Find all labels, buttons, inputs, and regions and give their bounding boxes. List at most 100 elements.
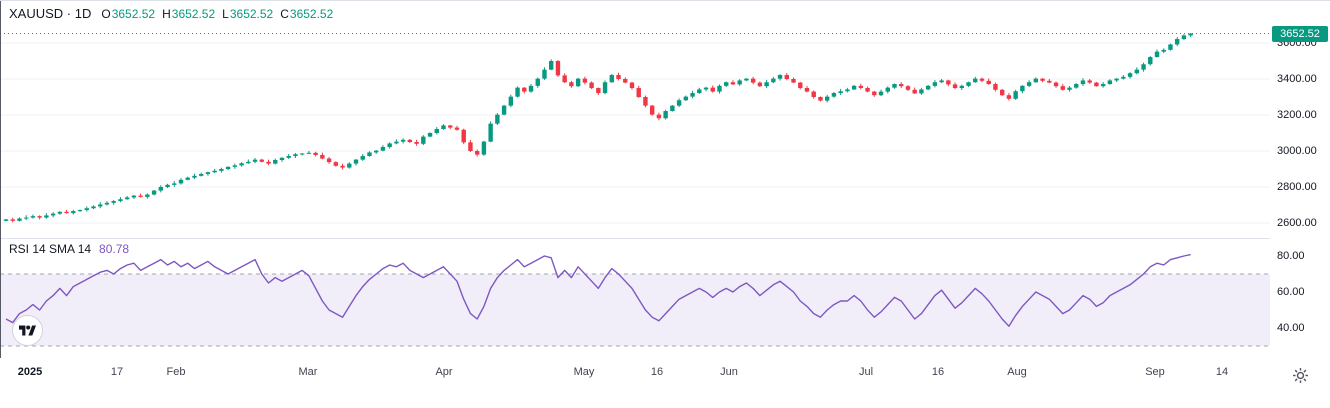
candle[interactable] bbox=[474, 149, 480, 157]
candle[interactable] bbox=[1134, 67, 1140, 75]
price-pane[interactable]: XAUUSD · 1D O 3652.52 H 3652.52 L 3652.52 C 365… bbox=[0, 1, 1270, 238]
candle[interactable] bbox=[421, 135, 426, 146]
candle[interactable] bbox=[865, 86, 870, 93]
candle[interactable] bbox=[77, 209, 83, 212]
candle[interactable] bbox=[495, 113, 500, 126]
candle[interactable] bbox=[872, 90, 877, 97]
candle[interactable] bbox=[676, 98, 682, 108]
candle[interactable] bbox=[1114, 78, 1119, 83]
candle[interactable] bbox=[340, 163, 345, 170]
candle[interactable] bbox=[1148, 56, 1153, 66]
candle[interactable] bbox=[804, 86, 810, 93]
candle[interactable] bbox=[434, 127, 439, 135]
candle[interactable] bbox=[367, 151, 372, 157]
candle[interactable] bbox=[831, 91, 837, 98]
candle[interactable] bbox=[966, 81, 971, 88]
candle[interactable] bbox=[481, 140, 487, 156]
candle[interactable] bbox=[1094, 81, 1099, 87]
candle[interactable] bbox=[858, 83, 864, 90]
candle[interactable] bbox=[993, 82, 998, 92]
candle[interactable] bbox=[522, 87, 527, 94]
candle[interactable] bbox=[629, 81, 635, 90]
symbol-title[interactable]: XAUUSD · 1D bbox=[9, 6, 92, 21]
candle[interactable] bbox=[932, 80, 938, 88]
candle[interactable] bbox=[3, 218, 9, 222]
candle[interactable] bbox=[192, 173, 197, 180]
candle[interactable] bbox=[1161, 48, 1166, 54]
candle[interactable] bbox=[1074, 83, 1079, 89]
candle[interactable] bbox=[50, 212, 56, 218]
candle[interactable] bbox=[1006, 93, 1012, 101]
candle[interactable] bbox=[111, 200, 116, 205]
candle[interactable] bbox=[98, 202, 103, 209]
candle[interactable] bbox=[582, 76, 588, 85]
candle[interactable] bbox=[973, 76, 978, 83]
candle[interactable] bbox=[23, 215, 29, 221]
candle[interactable] bbox=[37, 215, 42, 220]
candle[interactable] bbox=[979, 77, 985, 83]
candle[interactable] bbox=[1154, 49, 1160, 58]
candle[interactable] bbox=[1067, 86, 1072, 92]
candle[interactable] bbox=[952, 82, 958, 90]
candle[interactable] bbox=[818, 96, 823, 102]
candle[interactable] bbox=[17, 217, 22, 222]
candle[interactable] bbox=[57, 211, 63, 215]
rsi-pane[interactable]: RSI 14 SMA 14 80.78 bbox=[0, 238, 1270, 358]
candle[interactable] bbox=[542, 67, 547, 80]
candle[interactable] bbox=[946, 79, 951, 87]
candle[interactable] bbox=[623, 77, 628, 84]
candle[interactable] bbox=[306, 151, 312, 155]
candle[interactable] bbox=[347, 162, 352, 169]
candle[interactable] bbox=[131, 194, 137, 199]
candle[interactable] bbox=[575, 77, 581, 88]
candle[interactable] bbox=[252, 158, 258, 164]
candle[interactable] bbox=[286, 154, 291, 159]
candle[interactable] bbox=[124, 196, 130, 200]
candle[interactable] bbox=[811, 90, 816, 99]
candle[interactable] bbox=[569, 80, 574, 88]
candle[interactable] bbox=[266, 159, 271, 166]
candle[interactable] bbox=[30, 214, 36, 219]
candle[interactable] bbox=[899, 82, 904, 89]
candle[interactable] bbox=[461, 128, 466, 145]
candle[interactable] bbox=[198, 172, 204, 177]
candle[interactable] bbox=[596, 87, 601, 96]
candle[interactable] bbox=[239, 162, 244, 167]
candle[interactable] bbox=[441, 124, 446, 130]
candle[interactable] bbox=[670, 105, 675, 112]
candle[interactable] bbox=[1174, 37, 1180, 47]
candle[interactable] bbox=[643, 95, 648, 108]
candle[interactable] bbox=[44, 213, 49, 219]
candle[interactable] bbox=[407, 138, 413, 144]
candle[interactable] bbox=[1033, 77, 1039, 83]
candle[interactable] bbox=[178, 178, 184, 185]
candle[interactable] bbox=[165, 183, 170, 189]
candle[interactable] bbox=[609, 73, 614, 83]
candle[interactable] bbox=[791, 77, 796, 84]
candle[interactable] bbox=[1040, 78, 1045, 83]
candle[interactable] bbox=[212, 168, 217, 174]
candle[interactable] bbox=[757, 81, 763, 88]
candle[interactable] bbox=[771, 77, 776, 84]
candle[interactable] bbox=[326, 156, 332, 164]
rsi-chart[interactable] bbox=[0, 238, 1270, 358]
candle[interactable] bbox=[939, 79, 944, 84]
candle[interactable] bbox=[448, 124, 453, 130]
candle[interactable] bbox=[360, 154, 365, 161]
candle[interactable] bbox=[764, 79, 769, 88]
candle[interactable] bbox=[104, 201, 110, 206]
candle[interactable] bbox=[851, 84, 857, 90]
candle[interactable] bbox=[845, 87, 850, 93]
candle[interactable] bbox=[1020, 85, 1025, 94]
candle[interactable] bbox=[562, 73, 567, 83]
candle[interactable] bbox=[986, 78, 991, 85]
candle[interactable] bbox=[925, 84, 931, 91]
candle[interactable] bbox=[172, 181, 177, 187]
candle[interactable] bbox=[1121, 75, 1126, 80]
candle[interactable] bbox=[683, 95, 689, 101]
candle[interactable] bbox=[1026, 80, 1032, 88]
candle[interactable] bbox=[636, 85, 641, 98]
candle[interactable] bbox=[394, 139, 399, 145]
candle[interactable] bbox=[91, 205, 96, 210]
candle[interactable] bbox=[468, 140, 473, 153]
